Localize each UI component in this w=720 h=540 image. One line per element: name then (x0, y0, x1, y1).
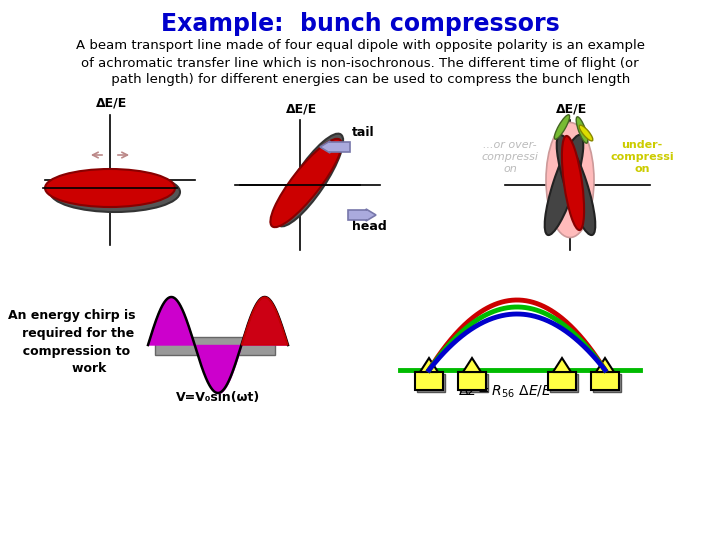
Bar (417, 374, 445, 392)
Text: Example:  bunch compressors: Example: bunch compressors (161, 12, 559, 36)
Bar (550, 374, 578, 392)
Text: under-
compressi
on: under- compressi on (610, 140, 674, 173)
Bar (155, 337, 275, 355)
Ellipse shape (579, 125, 593, 141)
Polygon shape (553, 358, 571, 372)
Text: V=V₀sin(ωt): V=V₀sin(ωt) (176, 390, 260, 403)
Text: ...or over-
compressi
on: ...or over- compressi on (482, 140, 539, 173)
Ellipse shape (557, 135, 595, 235)
Ellipse shape (545, 135, 583, 235)
Bar (415, 372, 443, 390)
Ellipse shape (45, 169, 175, 207)
Polygon shape (596, 358, 614, 372)
Bar (593, 374, 621, 392)
Text: ΔE/E: ΔE/E (287, 102, 318, 115)
Bar (591, 372, 619, 390)
Bar (460, 374, 488, 392)
Ellipse shape (271, 139, 341, 227)
Text: A beam transport line made of four equal dipole with opposite polarity is an exa: A beam transport line made of four equal… (76, 39, 644, 86)
Ellipse shape (276, 133, 343, 226)
Text: An energy chirp is
   required for the
  compression to
        work: An energy chirp is required for the comp… (8, 308, 136, 375)
Polygon shape (463, 358, 481, 372)
Polygon shape (420, 358, 438, 372)
Ellipse shape (576, 117, 588, 143)
Polygon shape (242, 297, 288, 345)
Bar (548, 372, 576, 390)
Text: ΔE/E: ΔE/E (96, 97, 127, 110)
Text: head: head (352, 220, 387, 233)
FancyArrow shape (348, 209, 376, 221)
Text: $\Delta z = R_{56}\ \Delta E/E$: $\Delta z = R_{56}\ \Delta E/E$ (458, 384, 552, 400)
FancyArrow shape (320, 141, 350, 153)
Text: ΔE/E: ΔE/E (557, 102, 588, 115)
Ellipse shape (554, 114, 570, 139)
Bar (458, 372, 486, 390)
Text: tail: tail (352, 126, 374, 139)
Ellipse shape (562, 136, 584, 230)
Ellipse shape (546, 123, 594, 238)
Ellipse shape (50, 172, 180, 212)
